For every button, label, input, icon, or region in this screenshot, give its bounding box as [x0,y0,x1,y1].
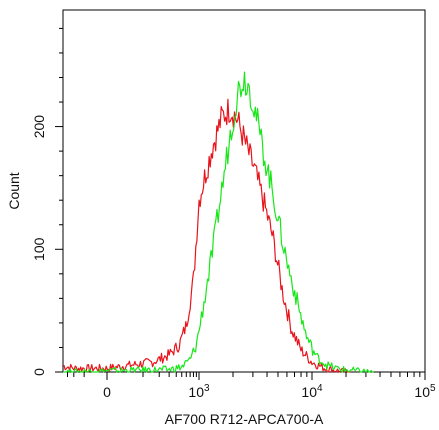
y-axis-label: Count [6,172,22,209]
y-tick-label: 200 [31,115,47,139]
series-layer [62,71,374,373]
y-tick-label: 100 [31,237,47,261]
histogram-series-2 [63,71,374,373]
tick-marks [55,27,426,380]
plot-frame [62,9,426,373]
x-tick-label: 105 [414,383,436,400]
x-tick-label: 0 [103,384,111,400]
x-axis-label: AF700 R712-APCA700-A [165,411,324,427]
x-tick-label: 103 [188,383,210,400]
y-tick-label: 0 [31,368,47,376]
x-tick-label: 104 [301,383,323,400]
histogram-series-1 [62,98,351,373]
tick-labels: 0 103 104 105 0 100 200 [31,115,436,400]
